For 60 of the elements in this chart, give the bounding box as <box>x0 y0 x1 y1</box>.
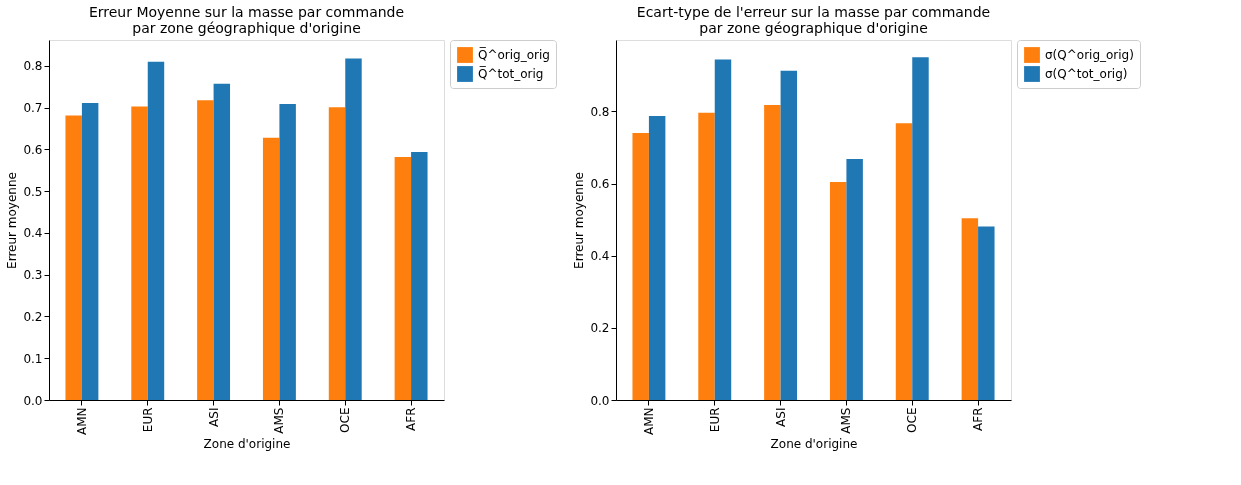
legend-label: Q̅^orig_orig <box>478 46 550 62</box>
bar <box>197 100 214 400</box>
x-tick-label: OCE <box>338 407 353 433</box>
bar <box>780 70 798 400</box>
bar <box>846 159 863 400</box>
y-axis-title: Erreur moyenne <box>5 172 20 269</box>
bar <box>65 115 82 400</box>
x-tick-label: AFR <box>404 407 419 431</box>
chart-title: Ecart-type de l'erreur sur la masse par commande par zone géographique d'origine <box>636 3 991 36</box>
y-tick-label: 0.2 <box>590 321 610 336</box>
x-tick-label: ASI <box>773 407 788 427</box>
y-tick-label: 0.6 <box>590 177 610 192</box>
y-tick-label: 0.1 <box>23 351 43 366</box>
x-tick-label: EUR <box>140 407 155 433</box>
y-tick-label: 0.0 <box>590 393 610 408</box>
bar <box>345 58 362 400</box>
bar <box>829 182 847 400</box>
bar <box>895 123 913 400</box>
bar <box>131 106 148 400</box>
bar <box>714 59 732 400</box>
bar <box>328 107 346 400</box>
y-tick-label: 0.5 <box>23 184 43 199</box>
legend-label: σ(Q^orig_orig) <box>1045 48 1134 62</box>
x-tick-label: AFR <box>971 407 986 431</box>
x-tick-label: AMN <box>641 407 656 436</box>
x-tick-label: AMS <box>839 407 854 434</box>
bar <box>764 104 781 400</box>
x-tick-label: AMN <box>74 407 89 436</box>
bar <box>912 57 929 400</box>
y-axis-title: Erreur moyenne <box>572 172 587 269</box>
x-tick-label: AMS <box>272 407 287 434</box>
x-axis-title: Zone d'origine <box>770 437 858 452</box>
legend-label: Q̅^tot_orig <box>478 65 544 81</box>
bar <box>213 83 231 400</box>
y-tick-label: 0.7 <box>23 101 43 116</box>
bar <box>394 156 412 400</box>
chart-title: Erreur Moyenne sur la masse par commande par zone géographique d'origine <box>88 3 405 36</box>
x-axis-title: Zone d'origine <box>203 437 291 452</box>
bar <box>411 151 428 400</box>
bar <box>632 133 649 400</box>
y-tick-label: 0.8 <box>590 104 610 119</box>
x-tick-label: ASI <box>206 407 221 427</box>
y-tick-label: 0.8 <box>23 59 43 74</box>
bar <box>279 103 296 400</box>
y-tick-label: 0.4 <box>590 249 610 264</box>
y-tick-label: 0.0 <box>23 393 43 408</box>
bar <box>961 218 979 400</box>
bar <box>147 61 165 400</box>
bar <box>698 112 715 400</box>
bar <box>978 226 995 400</box>
y-tick-label: 0.3 <box>23 268 43 283</box>
y-tick-label: 0.6 <box>23 142 43 157</box>
bar <box>81 103 99 400</box>
x-tick-label: EUR <box>707 407 722 433</box>
y-tick-label: 0.4 <box>23 226 43 241</box>
y-tick-label: 0.2 <box>23 309 43 324</box>
bar <box>262 137 280 400</box>
legend-label: σ(Q^tot_orig) <box>1045 67 1128 81</box>
x-tick-label: OCE <box>905 407 920 433</box>
bar <box>648 116 666 400</box>
